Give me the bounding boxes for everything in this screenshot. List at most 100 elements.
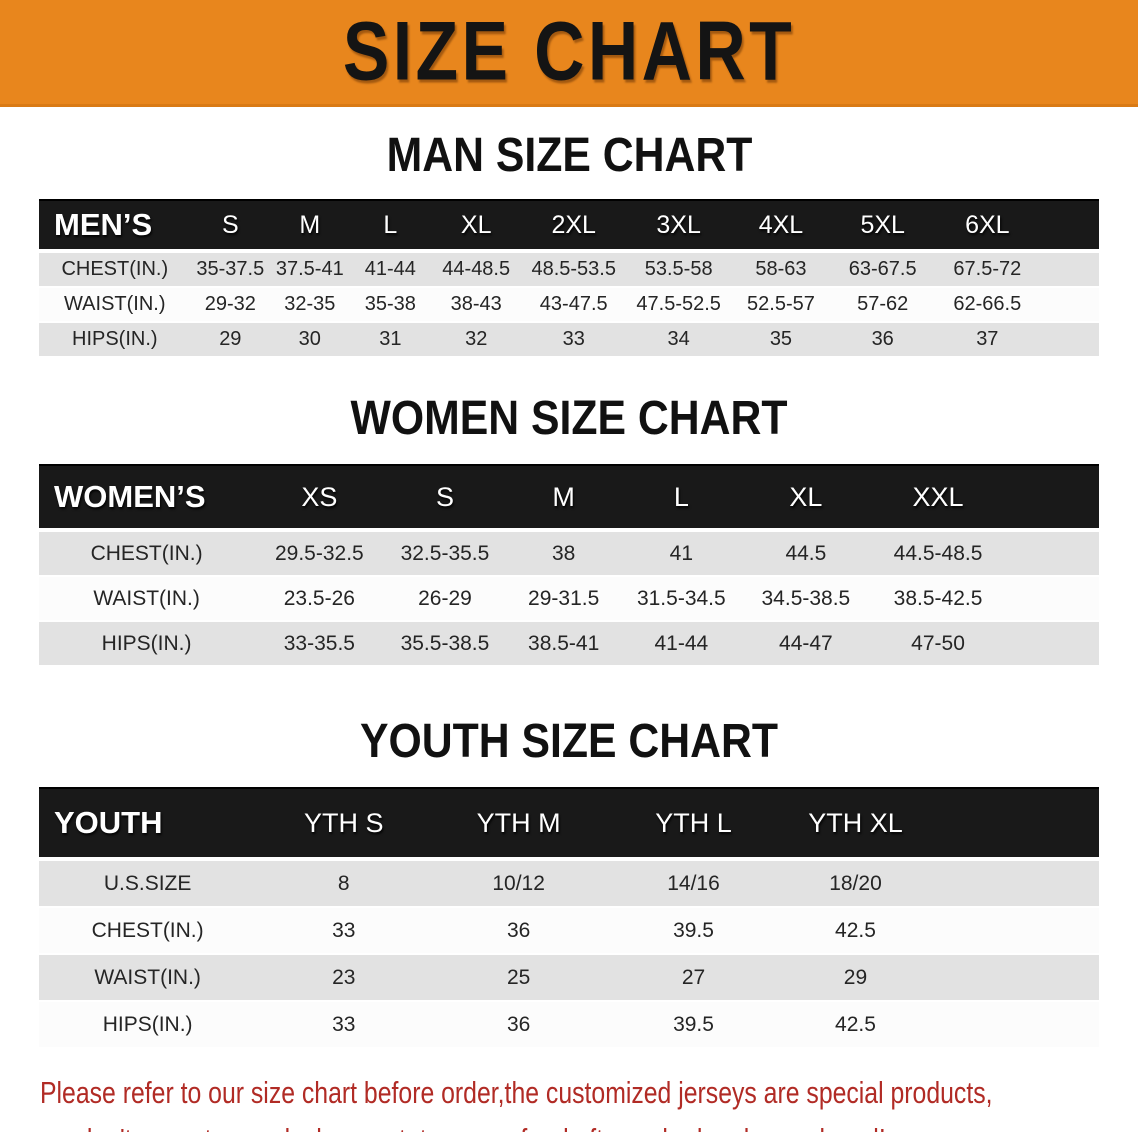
men-column-header-5xl: 5XL [830,199,935,253]
size-value-cell: 30 [270,323,350,358]
youth-column-header-s: YTH S [256,787,432,861]
men-column-header-6xl: 6XL [934,199,1099,253]
women-section-heading-text: WOMEN SIZE CHART [350,389,788,445]
row-label: U.S.SIZE [39,861,257,908]
men-section-heading-text: MAN SIZE CHART [386,126,752,182]
size-value-cell: 35-38 [349,288,432,323]
youth-chest-row: CHEST(IN.) 33 36 39.5 42.5 [39,908,1099,955]
youth-hips-row: HIPS(IN.) 33 36 39.5 42.5 [39,1002,1099,1049]
women-column-header-l: L [621,464,741,532]
size-value-cell: 29.5-32.5 [254,532,385,577]
order-policy-line-2: we don't accept cancel, change, teturn o… [40,1116,888,1132]
youth-corner-label: YOUTH [39,787,257,861]
women-section-heading: WOMEN SIZE CHART [0,389,1138,445]
size-value-cell: 35.5-38.5 [384,622,506,667]
size-value-cell: 29 [190,323,271,358]
size-value-cell: 33 [256,908,432,955]
size-value-cell: 38-43 [431,288,522,323]
row-label: CHEST(IN.) [39,532,255,577]
banner-title: SIZE CHART [342,5,796,98]
size-value-cell: 33-35.5 [254,622,385,667]
size-value-cell: 27 [606,955,781,1002]
size-value-cell: 31 [349,323,432,358]
size-value-cell: 47.5-52.5 [626,288,732,323]
youth-column-header-l: YTH L [606,787,781,861]
row-label: HIPS(IN.) [39,323,191,358]
women-hips-row: HIPS(IN.) 33-35.5 35.5-38.5 38.5-41 41-4… [39,622,1099,667]
women-column-header-s: S [384,464,506,532]
size-value-cell: 8 [256,861,432,908]
size-value-cell: 38.5-41 [505,622,622,667]
size-value-cell: 37 [934,323,1099,358]
size-value-cell: 31.5-34.5 [621,577,741,622]
size-value-cell: 29-31.5 [505,577,622,622]
size-value-cell: 48.5-53.5 [521,253,627,288]
size-value-cell: 67.5-72 [934,253,1099,288]
men-waist-row: WAIST(IN.) 29-32 32-35 35-38 38-43 43-47… [39,288,1099,323]
size-value-cell: 23.5-26 [254,577,385,622]
size-value-cell: 36 [830,323,935,358]
youth-table-header-row: YOUTH YTH S YTH M YTH L YTH XL [39,787,1099,861]
men-table-header-row: MEN’S S M L XL 2XL 3XL 4XL 5XL 6XL [39,199,1099,253]
size-value-cell: 23 [256,955,432,1002]
size-value-cell: 14/16 [606,861,781,908]
size-value-cell: 58-63 [731,253,831,288]
size-value-cell: 47-50 [871,622,1099,667]
size-value-cell: 26-29 [384,577,506,622]
youth-ussize-row: U.S.SIZE 8 10/12 14/16 18/20 [39,861,1099,908]
size-value-cell: 41 [621,532,741,577]
size-value-cell: 36 [431,908,607,955]
women-chest-row: CHEST(IN.) 29.5-32.5 32.5-35.5 38 41 44.… [39,532,1099,577]
men-column-header-m: M [270,199,350,253]
men-column-header-l: L [349,199,432,253]
youth-column-header-xl: YTH XL [780,787,1099,861]
women-column-header-xl: XL [740,464,872,532]
size-value-cell: 10/12 [431,861,607,908]
women-column-header-m: M [505,464,622,532]
youth-section-heading: YOUTH SIZE CHART [0,712,1138,768]
women-column-header-xxl: XXL [871,464,1099,532]
size-value-cell: 42.5 [780,1002,1099,1049]
women-size-table: WOMEN’S XS S M L XL XXL CHEST(IN.) 29.5-… [39,464,1099,667]
size-value-cell: 39.5 [606,908,781,955]
row-label: CHEST(IN.) [39,908,257,955]
size-value-cell: 29 [780,955,1099,1002]
youth-section-heading-text: YOUTH SIZE CHART [359,712,778,768]
size-value-cell: 18/20 [780,861,1099,908]
men-size-table: MEN’S S M L XL 2XL 3XL 4XL 5XL 6XL CHEST… [39,199,1099,358]
size-value-cell: 33 [256,1002,432,1049]
row-label: WAIST(IN.) [39,288,191,323]
row-label: CHEST(IN.) [39,253,191,288]
size-value-cell: 33 [521,323,627,358]
size-value-cell: 44.5-48.5 [871,532,1099,577]
size-value-cell: 35-37.5 [190,253,271,288]
size-value-cell: 44.5 [740,532,872,577]
size-value-cell: 32-35 [270,288,350,323]
order-policy-line-1: Please refer to our size chart before or… [40,1075,993,1110]
size-value-cell: 63-67.5 [830,253,935,288]
size-value-cell: 57-62 [830,288,935,323]
size-value-cell: 44-48.5 [431,253,522,288]
size-value-cell: 52.5-57 [731,288,831,323]
size-value-cell: 42.5 [780,908,1099,955]
size-value-cell: 38 [505,532,622,577]
women-corner-label: WOMEN’S [39,464,255,532]
men-column-header-3xl: 3XL [626,199,732,253]
women-column-header-xs: XS [254,464,385,532]
size-value-cell: 34.5-38.5 [740,577,872,622]
size-value-cell: 32 [431,323,522,358]
youth-size-table: YOUTH YTH S YTH M YTH L YTH XL U.S.SIZE … [39,787,1099,1049]
youth-column-header-m: YTH M [431,787,607,861]
size-value-cell: 35 [731,323,831,358]
size-value-cell: 37.5-41 [270,253,350,288]
row-label: WAIST(IN.) [39,577,255,622]
size-value-cell: 39.5 [606,1002,781,1049]
size-value-cell: 29-32 [190,288,271,323]
banner: SIZE CHART [0,0,1138,107]
women-table-header-row: WOMEN’S XS S M L XL XXL [39,464,1099,532]
men-corner-label: MEN’S [39,199,191,253]
size-value-cell: 41-44 [621,622,741,667]
size-value-cell: 25 [431,955,607,1002]
men-column-header-xl: XL [431,199,522,253]
women-waist-row: WAIST(IN.) 23.5-26 26-29 29-31.5 31.5-34… [39,577,1099,622]
